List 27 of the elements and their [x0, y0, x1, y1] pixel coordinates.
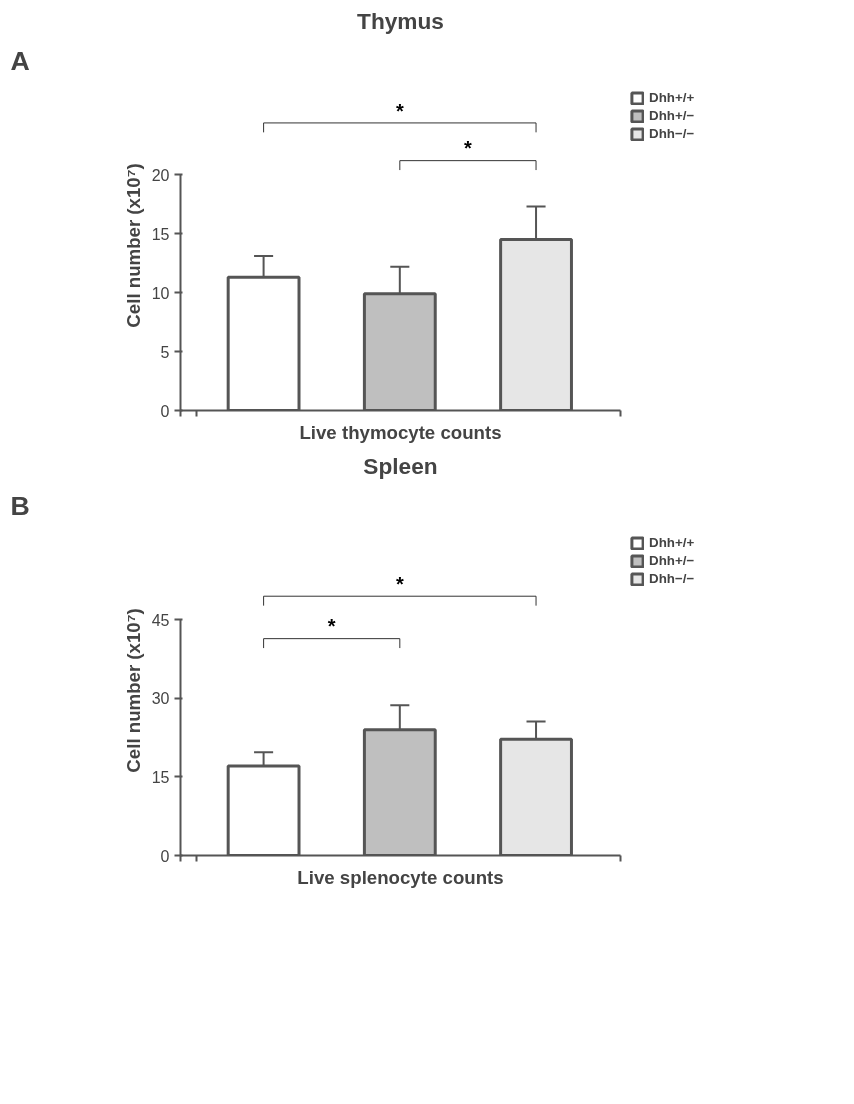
y-axis-title: Cell number (x10⁷): [122, 163, 144, 328]
annotation: *: [327, 615, 336, 638]
x-axis-title: Live thymocyte counts: [299, 421, 502, 443]
legend-label: Dhh−/−: [649, 571, 695, 586]
y-tick-label: 0: [160, 847, 170, 865]
chart-title: Spleen: [363, 452, 438, 479]
y-tick-label: 20: [151, 166, 170, 184]
text: B: [10, 490, 30, 521]
legend-label: Dhh−/−: [649, 126, 695, 141]
y-tick-label: 15: [151, 225, 170, 243]
y-tick-label: 10: [151, 284, 170, 302]
legend-label: Dhh+/+: [649, 90, 695, 105]
y-axis-title: Cell number (x10⁷): [122, 608, 144, 773]
y-tick-label: 45: [151, 611, 170, 629]
y-tick-label: 15: [151, 768, 170, 786]
text: *: [464, 137, 473, 160]
x-axis-title: Live splenocyte counts: [297, 866, 504, 888]
text: *: [395, 573, 404, 596]
chart-title: Thymus: [357, 7, 444, 34]
text: A: [10, 45, 30, 76]
text: *: [395, 99, 404, 122]
y-tick-label: 5: [160, 343, 170, 361]
legend-label: Dhh+/−: [649, 553, 695, 568]
legend-label: Dhh+/+: [649, 535, 695, 550]
legend-label: Dhh+/−: [649, 108, 695, 123]
y-tick-label: 0: [160, 402, 170, 420]
y-tick-label: 30: [151, 690, 170, 708]
